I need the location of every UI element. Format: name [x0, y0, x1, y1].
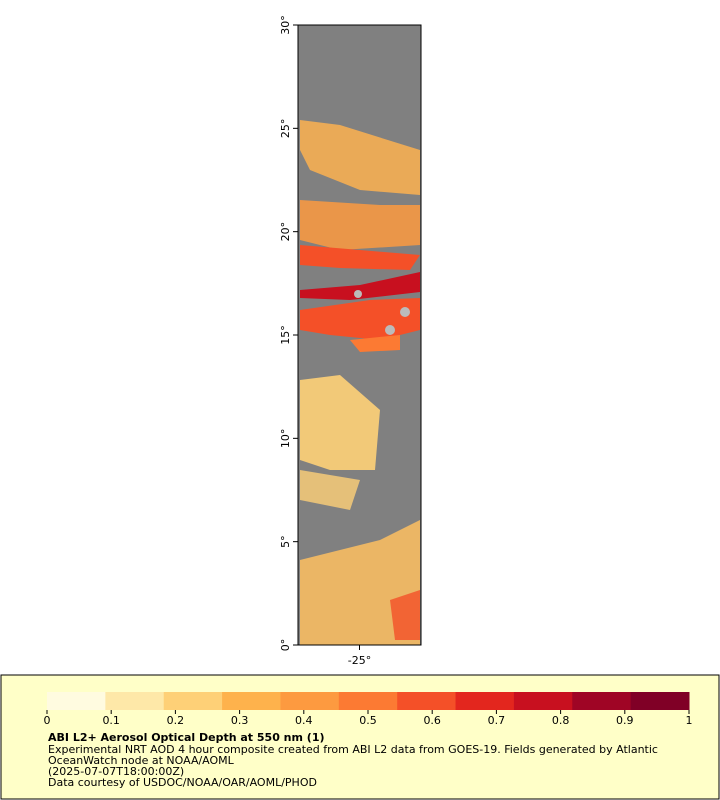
colorbar-swatch: [513, 692, 573, 710]
y-tick-label: 15°: [279, 325, 292, 345]
y-tick-label: 0°: [279, 639, 292, 652]
colorbar-tick-label: 0.9: [616, 714, 634, 727]
aod-imagery: [300, 120, 420, 645]
colorbar: 0 0.1 0.2 0.3 0.4 0.5 0.6 0.7 0.8 0.9 1: [44, 692, 693, 727]
caption-line: Experimental NRT AOD 4 hour composite cr…: [48, 743, 658, 756]
colorbar-swatch: [397, 692, 457, 710]
colorbar-tick-label: 0.1: [102, 714, 120, 727]
y-tick-label: 25°: [279, 119, 292, 139]
colorbar-tick-label: 1: [686, 714, 693, 727]
y-tick-label: 5°: [279, 535, 292, 548]
map-axes: 0° 5° 10° 15° 20° 25° 30° -25°: [279, 15, 371, 667]
caption-line: OceanWatch node at NOAA/AOML: [48, 754, 235, 767]
colorbar-tick-label: 0.7: [488, 714, 506, 727]
y-tick-label: 20°: [279, 222, 292, 242]
y-tick-label: 10°: [279, 429, 292, 449]
colorbar-tick-label: 0.6: [423, 714, 441, 727]
colorbar-tick-label: 0.3: [231, 714, 249, 727]
colorbar-tick-label: 0.2: [167, 714, 185, 727]
colorbar-swatch: [280, 692, 340, 710]
colorbar-swatch: [222, 692, 281, 710]
colorbar-tick-label: 0.8: [552, 714, 570, 727]
x-tick-label: -25°: [348, 654, 371, 667]
colorbar-swatch: [455, 692, 515, 710]
colorbar-swatch: [163, 692, 223, 710]
colorbar-swatch: [47, 692, 106, 710]
colorbar-swatch: [572, 692, 632, 710]
colorbar-swatch: [630, 692, 690, 710]
caption-title: ABI L2+ Aerosol Optical Depth at 550 nm …: [48, 731, 325, 744]
colorbar-swatch: [338, 692, 398, 710]
y-tick-label: 30°: [279, 15, 292, 35]
colorbar-tick-label: 0.4: [295, 714, 313, 727]
colorbar-tick-label: 0: [44, 714, 51, 727]
caption-line: Data courtesy of USDOC/NOAA/OAR/AOML/PHO…: [48, 776, 317, 789]
colorbar-swatch: [105, 692, 165, 710]
colorbar-tick-label: 0.5: [359, 714, 377, 727]
caption-line: (2025-07-07T18:00:00Z): [48, 765, 184, 778]
